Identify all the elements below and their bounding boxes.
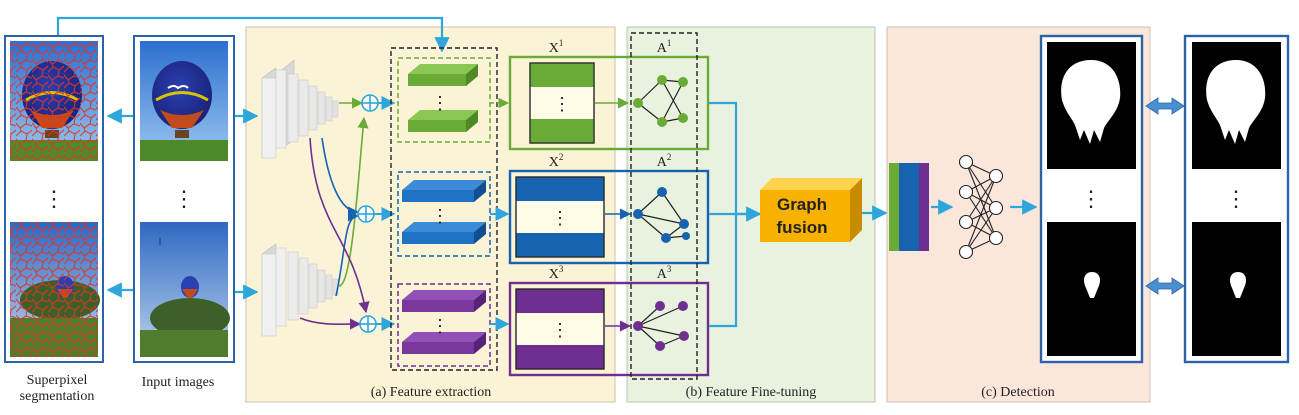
purple-features-ellipsis: ⋮ — [431, 316, 449, 336]
fused-feature-stack — [889, 163, 929, 251]
graph-a1 — [633, 75, 688, 127]
purple-link-bottom — [299, 317, 362, 330]
sum-node-purple — [359, 315, 377, 333]
x1-label: X1 — [549, 38, 564, 56]
superpixel-ellipsis: ⋮ — [43, 186, 65, 211]
blue-features-ellipsis: ⋮ — [431, 206, 449, 226]
green-branch-frame — [508, 55, 710, 151]
x3-label: X3 — [549, 264, 564, 282]
superpixel-column — [4, 35, 104, 363]
x3-ellipsis: ⋮ — [551, 320, 569, 340]
blue-feature-group — [397, 171, 491, 257]
blue-link-from-bottom — [335, 210, 360, 297]
green-feature-group — [397, 57, 491, 143]
predicted-maps — [1039, 34, 1144, 364]
graph-fusion-label-line2: fusion — [777, 218, 828, 237]
a3-label: A3 — [657, 264, 672, 282]
adjacency-dashed-box — [630, 32, 698, 380]
sum-node-blue — [357, 205, 375, 223]
predicted-ellipsis: ⋮ — [1080, 186, 1102, 211]
purple-branch-frame — [508, 281, 710, 377]
input-images-label: Input images — [142, 375, 215, 390]
x2-ellipsis: ⋮ — [551, 208, 569, 228]
cnn-backbone-bottom — [261, 243, 339, 337]
detection-network — [958, 154, 1004, 260]
panel-a-label: (a) Feature extraction — [371, 385, 492, 400]
green-link-from-bottom — [338, 116, 369, 287]
purple-link-from-top — [309, 137, 370, 314]
green-features-ellipsis: ⋮ — [431, 93, 449, 113]
purple-feature-group — [397, 283, 491, 367]
ground-truth-maps — [1183, 34, 1290, 364]
superpixel-label-line2: segmentation — [20, 389, 95, 404]
compare-arrow-bottom — [1145, 277, 1185, 295]
x2-matrix — [515, 176, 605, 258]
a2-label: A2 — [657, 152, 672, 170]
x3-matrix — [515, 288, 605, 370]
graph-a2 — [633, 187, 690, 243]
ground-truth-ellipsis: ⋮ — [1225, 186, 1247, 211]
input-ellipsis: ⋮ — [173, 186, 195, 211]
panel-c-label: (c) Detection — [981, 385, 1054, 400]
panel-b-label: (b) Feature Fine-tuning — [686, 385, 817, 400]
x2-label: X2 — [549, 152, 564, 170]
sum-node-green — [361, 94, 379, 112]
blue-branch-frame — [508, 169, 710, 265]
graph-fusion-block — [760, 178, 862, 242]
a1-label: A1 — [657, 38, 672, 56]
cnn-backbone-top — [261, 59, 339, 159]
superpixel-label-line1: Superpixel — [27, 373, 88, 388]
graph-fusion-label-line1: Graph — [777, 195, 827, 214]
input-images-column — [133, 35, 235, 363]
compare-arrow-top — [1145, 97, 1185, 115]
top-feedback-arrow — [56, 16, 450, 53]
x1-matrix — [529, 62, 595, 144]
x1-ellipsis: ⋮ — [553, 94, 571, 114]
graph-a3 — [633, 301, 689, 351]
